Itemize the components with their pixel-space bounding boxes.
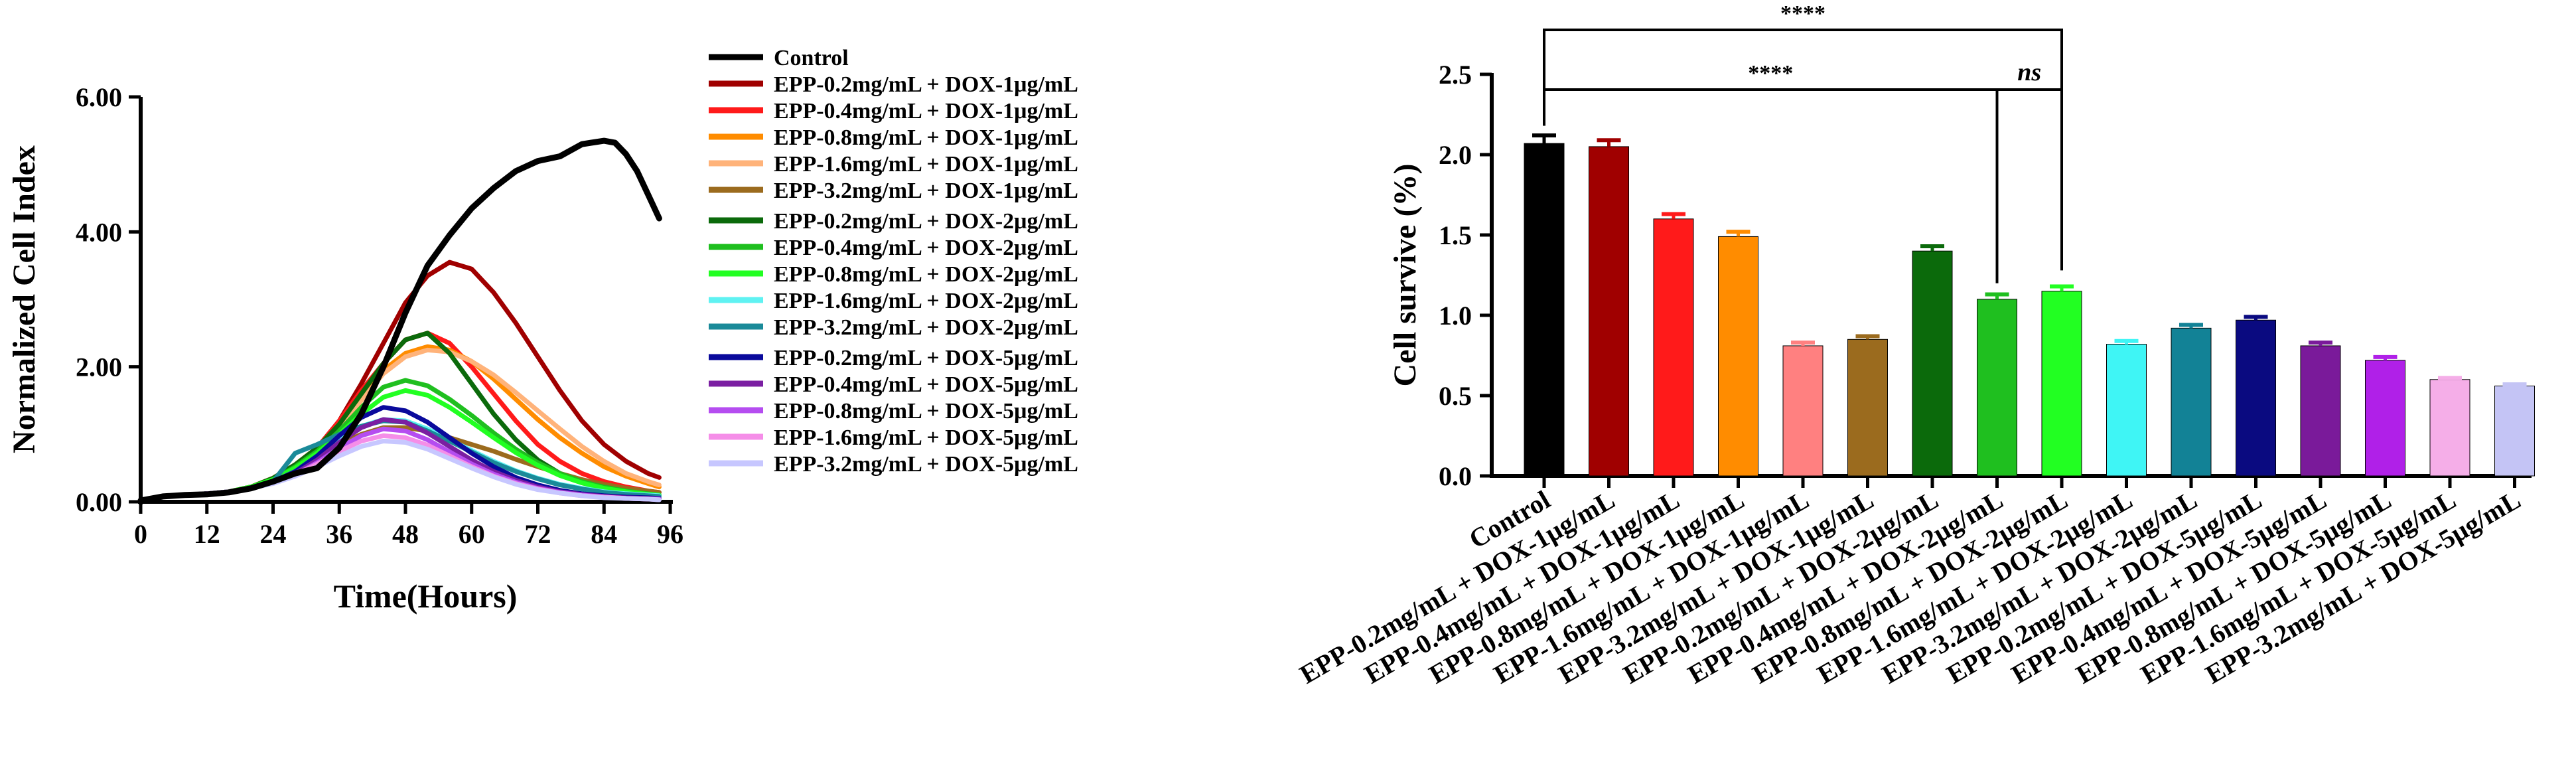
bar <box>2300 345 2341 477</box>
y-tick-label: 2.00 <box>76 352 122 382</box>
x-tick-label: 12 <box>194 519 220 549</box>
legend-label: EPP-0.2mg/mL + DOX-1μg/mL <box>774 72 1078 97</box>
legend-label: EPP-0.2mg/mL + DOX-5μg/mL <box>774 346 1078 370</box>
bar <box>1653 218 1694 477</box>
bar <box>2236 319 2276 477</box>
legend-label: EPP-0.8mg/mL + DOX-1μg/mL <box>774 125 1078 150</box>
x-tick-label: 24 <box>260 519 287 549</box>
bar <box>2429 379 2470 477</box>
significance-label: **** <box>1780 1 1825 26</box>
series-line <box>137 137 662 504</box>
legend-label: EPP-0.4mg/mL + DOX-2μg/mL <box>774 236 1078 260</box>
bar <box>1847 339 1888 477</box>
y-tick-label: 1.5 <box>1439 220 1472 250</box>
x-tick-label: 0 <box>134 519 147 549</box>
x-tick-label: 72 <box>525 519 551 549</box>
significance-label: **** <box>1748 61 1793 86</box>
significance-bracket <box>1995 88 2063 283</box>
legend-label: Control <box>774 46 849 70</box>
y-tick-label: 0.0 <box>1439 461 1472 491</box>
bar <box>2106 344 2147 477</box>
x-tick-label: 36 <box>326 519 352 549</box>
x-axis-title: Time(Hours) <box>334 577 518 615</box>
y-tick-label: 6.00 <box>76 82 122 112</box>
x-tick-label: 84 <box>591 519 617 549</box>
y-tick-label: 0.5 <box>1439 381 1472 411</box>
legend-label: EPP-0.4mg/mL + DOX-1μg/mL <box>774 99 1078 123</box>
x-tick-label: 48 <box>392 519 419 549</box>
y-tick-label: 2.0 <box>1439 140 1472 170</box>
y-tick-label: 4.00 <box>76 217 122 247</box>
line-chart: 0 12 24 36 48 60 72 84 96 0.00 2.00 4.00 6.00 Time(Ho… <box>7 46 1078 615</box>
legend-label: EPP-0.8mg/mL + DOX-5μg/mL <box>774 399 1078 423</box>
y-axis-title: Normalized Cell Index <box>7 145 42 453</box>
y-tick-label: 1.0 <box>1439 301 1472 331</box>
bar <box>2365 360 2405 477</box>
bar <box>2171 327 2212 477</box>
legend-label: EPP-0.4mg/mL + DOX-5μg/mL <box>774 372 1078 397</box>
legend-label: EPP-1.6mg/mL + DOX-1μg/mL <box>774 152 1078 177</box>
legend-label: EPP-3.2mg/mL + DOX-1μg/mL <box>774 179 1078 203</box>
legend-label: EPP-3.2mg/mL + DOX-2μg/mL <box>774 315 1078 340</box>
y-axis-title: Cell survive (%) <box>1388 164 1423 387</box>
legend-label: EPP-0.2mg/mL + DOX-2μg/mL <box>774 209 1078 234</box>
legend-label: EPP-0.8mg/mL + DOX-2μg/mL <box>774 262 1078 287</box>
bar <box>1912 250 1953 477</box>
bar <box>1782 345 1824 477</box>
bar <box>2041 291 2082 477</box>
x-tick-label: 96 <box>657 519 683 549</box>
legend-label: EPP-3.2mg/mL + DOX-5μg/mL <box>774 452 1078 477</box>
y-tick-label: 2.5 <box>1439 60 1472 90</box>
bar <box>1977 299 2017 477</box>
bar <box>2494 385 2535 477</box>
x-tick-label: 60 <box>459 519 485 549</box>
bar <box>1524 143 1565 477</box>
legend-label: EPP-1.6mg/mL + DOX-2μg/mL <box>774 289 1078 313</box>
legend-label: EPP-1.6mg/mL + DOX-5μg/mL <box>774 425 1078 450</box>
bar <box>1589 146 1629 477</box>
bar <box>1718 236 1758 477</box>
y-tick-label: 0.00 <box>76 487 122 517</box>
significance-label: ns <box>2017 58 2041 86</box>
